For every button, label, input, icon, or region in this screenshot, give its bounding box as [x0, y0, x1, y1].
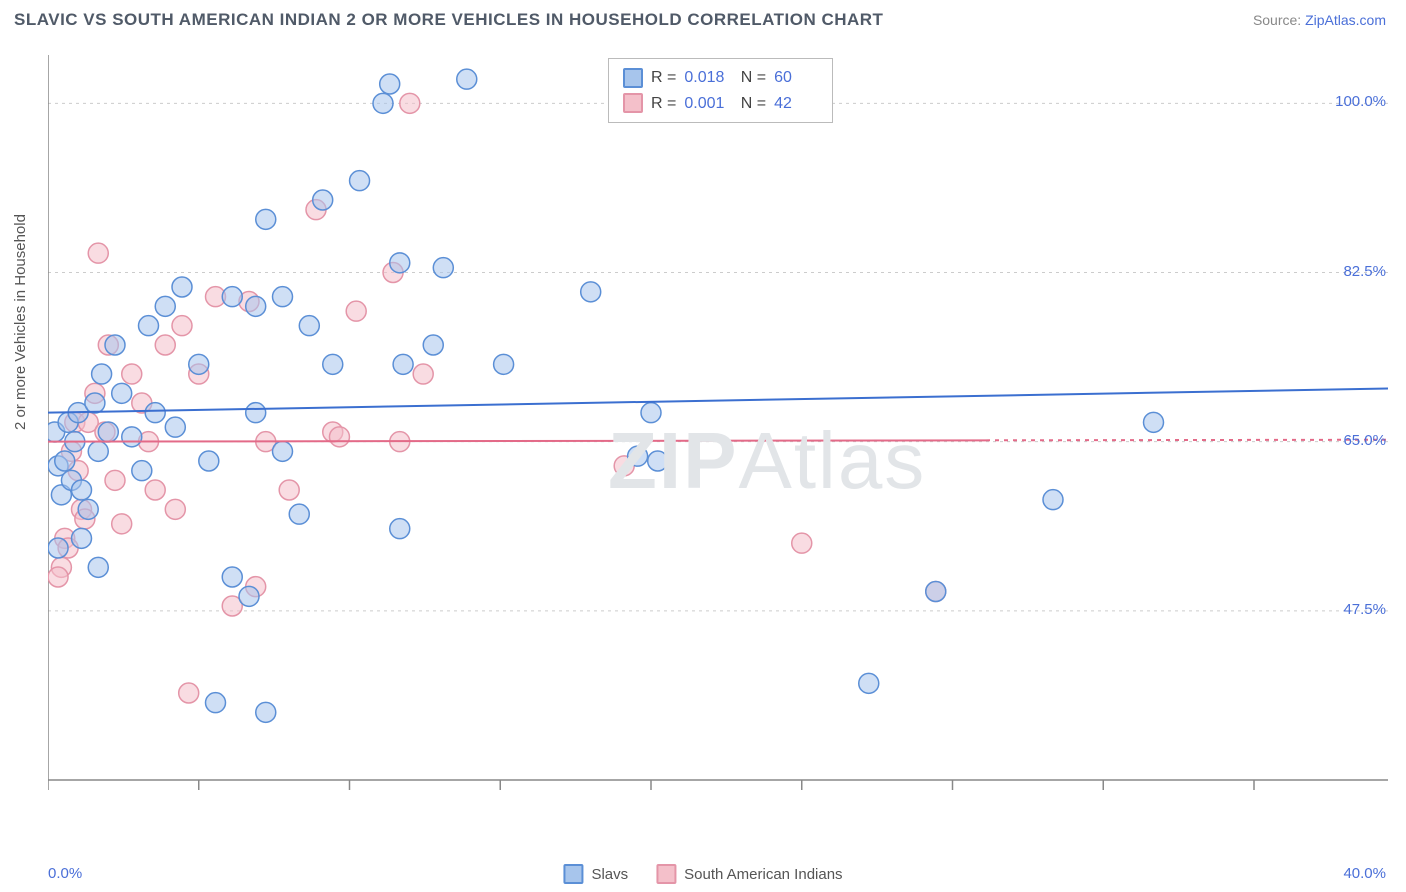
chart-area: ZIPAtlas R = 0.018 N = 60 R = 0.001 N = … — [48, 55, 1388, 810]
x-axis-max-label: 40.0% — [1343, 865, 1386, 882]
stat-r-label: R = — [651, 65, 676, 91]
chart-title: SLAVIC VS SOUTH AMERICAN INDIAN 2 OR MOR… — [14, 10, 883, 30]
legend-swatch-icon — [623, 93, 643, 113]
legend-swatch-icon — [656, 864, 676, 884]
stat-r-label: R = — [651, 91, 676, 117]
stats-legend: R = 0.018 N = 60 R = 0.001 N = 42 — [608, 58, 833, 123]
legend-item-slavs: Slavs — [563, 864, 628, 884]
legend-swatch-icon — [563, 864, 583, 884]
source-label: Source: — [1253, 12, 1301, 28]
stat-n-value: 42 — [774, 91, 818, 117]
stat-n-label: N = — [736, 91, 766, 117]
stat-r-value: 0.018 — [684, 65, 728, 91]
stats-legend-row: R = 0.018 N = 60 — [623, 65, 818, 91]
source-attribution: Source: ZipAtlas.com — [1253, 12, 1386, 28]
y-axis-tick-label: 47.5% — [1343, 601, 1386, 618]
y-axis-tick-label: 82.5% — [1343, 263, 1386, 280]
legend-swatch-icon — [623, 68, 643, 88]
x-axis-min-label: 0.0% — [48, 865, 82, 882]
stat-n-value: 60 — [774, 65, 818, 91]
y-axis-tick-label: 65.0% — [1343, 432, 1386, 449]
series-legend: Slavs South American Indians — [563, 864, 842, 884]
legend-label: South American Indians — [684, 866, 842, 883]
y-axis-label: 2 or more Vehicles in Household — [12, 214, 29, 430]
legend-label: Slavs — [591, 866, 628, 883]
legend-item-south-american-indians: South American Indians — [656, 864, 842, 884]
scatter-plot-svg — [48, 55, 1388, 810]
y-axis-tick-label: 100.0% — [1335, 93, 1386, 110]
stat-r-value: 0.001 — [684, 91, 728, 117]
stats-legend-row: R = 0.001 N = 42 — [623, 91, 818, 117]
stat-n-label: N = — [736, 65, 766, 91]
source-link[interactable]: ZipAtlas.com — [1305, 12, 1386, 28]
